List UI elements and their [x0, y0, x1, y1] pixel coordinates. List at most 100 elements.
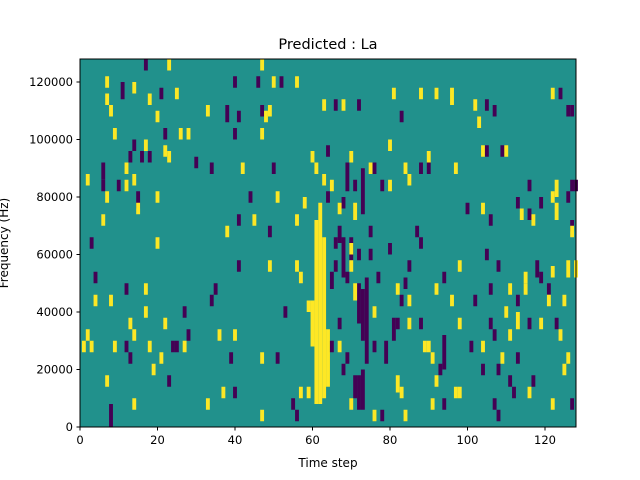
heatmap-cell-202 [182, 306, 187, 318]
heatmap-cell-231 [182, 340, 187, 353]
heatmap-cell-188 [508, 283, 513, 295]
heatmap-cell-137 [527, 208, 532, 220]
heatmap-cell-74 [260, 128, 265, 140]
heatmap-cell-75 [132, 139, 137, 151]
heatmap-cell-19 [395, 375, 400, 393]
heatmap-cell-182 [143, 283, 148, 295]
heatmap-cell-140 [236, 214, 241, 226]
heatmap-cell-141 [252, 214, 257, 226]
heatmap-cell-69 [112, 128, 117, 140]
heatmap-cell-267 [291, 398, 296, 410]
heatmap-cell-12 [345, 174, 350, 192]
heatmap-cell-232 [329, 340, 334, 353]
heatmap-cell-144 [531, 214, 536, 226]
y-axis: 0 20000 40000 60000 80000 100000 120000 [29, 75, 80, 434]
heatmap-cell-114 [388, 179, 392, 192]
heatmap-cell-230 [147, 340, 152, 353]
heatmap-cell-55 [267, 105, 272, 117]
heatmap-cell-220 [186, 329, 191, 341]
heatmap-cell-67 [399, 110, 404, 123]
heatmap-cell-239 [229, 352, 234, 364]
heatmap-cell-15 [341, 237, 346, 278]
heatmap-cell-191 [93, 294, 98, 307]
heatmap-cell-250 [481, 363, 485, 376]
heatmap-cell-113 [380, 179, 385, 192]
heatmap-cell-34 [105, 76, 110, 88]
heatmap-cell-70 [163, 128, 168, 140]
heatmap-cell-143 [488, 214, 493, 226]
heatmap-cell-218 [85, 329, 90, 341]
heatmap-cell-166 [457, 260, 462, 272]
heatmap-cell-76 [143, 139, 148, 151]
chart-title: Predicted : La [278, 37, 377, 53]
heatmap-cell-63 [109, 105, 113, 117]
plot-frame [79, 58, 577, 428]
heatmap-cell-246 [566, 352, 571, 364]
heatmap-cell-270 [442, 398, 447, 410]
heatmap-cell-237 [128, 352, 133, 364]
heatmap-cell-150 [570, 225, 575, 238]
heatmap-cell-91 [426, 151, 431, 163]
heatmap-cell-169 [550, 266, 555, 278]
heatmap-cell-245 [515, 352, 520, 364]
heatmap-cell-192 [109, 294, 113, 307]
heatmap-cell-162 [295, 260, 299, 272]
heatmap-cell-185 [395, 283, 400, 295]
heatmap-cell-159 [484, 248, 489, 261]
heatmap-cell-186 [434, 283, 439, 295]
heatmap-cell-260 [298, 386, 303, 399]
heatmap-cell-164 [349, 260, 354, 272]
heatmap-cell-30 [570, 179, 575, 192]
heatmap-cell-119 [105, 191, 110, 203]
heatmap-cell-215 [527, 317, 532, 330]
heatmap-cell-54 [260, 105, 265, 117]
heatmap-cell-181 [124, 283, 129, 295]
heatmap-cell-26 [174, 340, 179, 353]
heatmap-cell-204 [372, 306, 377, 318]
heatmap-cell-175 [345, 271, 350, 284]
heatmap-cell-195 [407, 294, 412, 307]
heatmap-cell-209 [337, 317, 342, 330]
y-tick-label-40000: 40000 [36, 305, 73, 319]
heatmap-cell-249 [438, 363, 443, 376]
heatmap-cell-123 [275, 191, 280, 203]
heatmap-cell-189 [523, 283, 528, 295]
x-tick-label-120: 120 [534, 433, 556, 447]
heatmap-cell-46 [391, 87, 396, 100]
heatmap-cell-168 [535, 260, 540, 278]
heatmap-cell-58 [341, 99, 346, 111]
heatmap-cell-24 [109, 404, 113, 427]
heatmap-cell-207 [128, 317, 133, 330]
heatmap-cells [81, 59, 578, 427]
heatmap-cell-211 [407, 317, 412, 330]
heatmap-cell-156 [349, 243, 354, 255]
heatmap-cell-7 [357, 375, 361, 410]
heatmap-cell-65 [236, 110, 241, 123]
heatmap-cell-81 [484, 145, 489, 157]
heatmap-cell-263 [512, 386, 516, 399]
heatmap-cell-227 [89, 340, 94, 353]
heatmap-cell-17 [391, 317, 396, 341]
heatmap-cell-9 [360, 289, 365, 341]
x-axis: 0 20 40 60 80 100 120 [76, 427, 556, 447]
heatmap-cell-247 [151, 363, 156, 376]
heatmap-cell-272 [550, 398, 555, 410]
heatmap-cell-160 [236, 260, 241, 272]
heatmap-cell-216 [539, 317, 544, 330]
heatmap-cell-184 [353, 283, 358, 301]
heatmap-cell-112 [353, 179, 358, 192]
heatmap-cell-180 [539, 271, 544, 284]
heatmap-cell-101 [403, 162, 408, 174]
x-axis-label: Time step [297, 456, 357, 470]
heatmap-cell-40 [279, 76, 284, 88]
x-tick-label-0: 0 [76, 433, 83, 447]
heatmap-cell-256 [508, 375, 513, 387]
heatmap-cell-136 [519, 208, 524, 220]
heatmap-cell-173 [298, 271, 303, 284]
heatmap-cell-106 [101, 179, 106, 192]
heatmap-cell-219 [132, 329, 137, 341]
y-tick-label-60000: 60000 [36, 248, 73, 262]
heatmap-cell-261 [306, 386, 311, 399]
heatmap-cell-47 [419, 87, 423, 100]
